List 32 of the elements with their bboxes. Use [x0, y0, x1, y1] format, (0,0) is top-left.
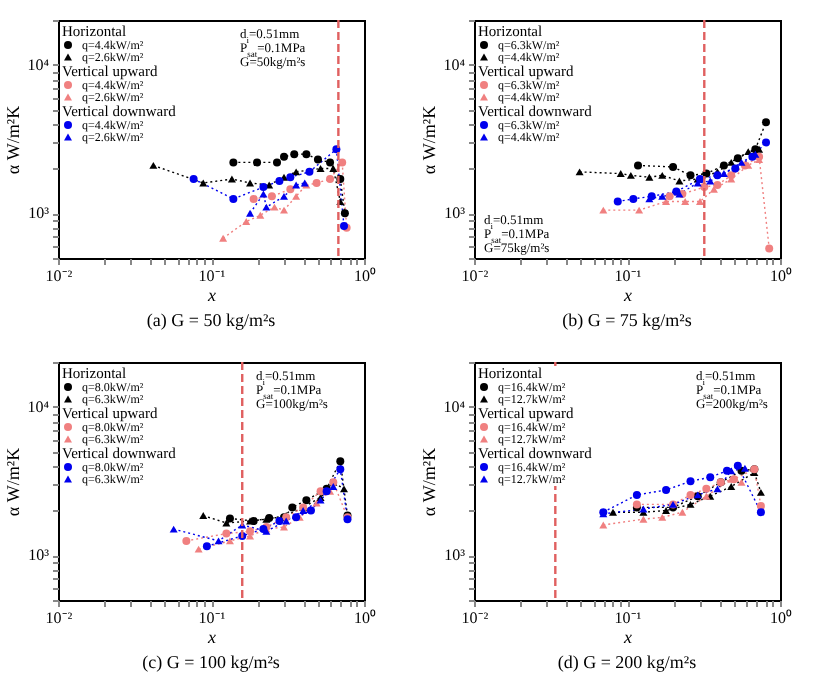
x-axis-title: x	[622, 285, 632, 305]
y-tick-label: 10⁴	[27, 397, 50, 416]
x-tick-label: 10⁻²	[461, 609, 490, 627]
x-tick-label: 10⁻¹	[198, 609, 227, 627]
x-axis-title: x	[206, 285, 216, 305]
y-tick-label: 10³	[444, 204, 467, 223]
x-tick-label: 10⁻²	[45, 609, 74, 627]
y-tick-label: 10⁴	[443, 397, 466, 416]
x-tick-label: 10⁻²	[461, 267, 490, 285]
x-tick-label: 10⁰	[354, 267, 376, 285]
x-tick-label: 10⁻¹	[614, 267, 643, 285]
y-tick-label: 10³	[28, 204, 51, 223]
y-axis-title: α W/m²K	[3, 446, 24, 517]
x-tick-label: 10⁻¹	[614, 609, 643, 627]
y-axis-title: α W/m²K	[3, 104, 24, 175]
x-tick-label: 10⁻²	[45, 267, 74, 285]
y-tick-label: 10⁴	[27, 55, 50, 74]
x-axis-title: x	[622, 627, 632, 647]
y-tick-label: 10³	[444, 546, 467, 565]
text: (a) G = 50 kg/m²s	[146, 310, 277, 330]
y-axis-title: α W/m²K	[419, 446, 440, 517]
x-axis-title: x	[206, 627, 216, 647]
y-tick-label: 10³	[28, 546, 51, 565]
x-tick-label: 10⁰	[354, 609, 376, 627]
x-tick-label: 10⁰	[770, 609, 792, 627]
x-tick-label: 10⁻¹	[198, 267, 227, 285]
y-tick-label: 10⁴	[443, 55, 466, 74]
x-tick-label: 10⁰	[770, 267, 792, 285]
text: (b) G = 75 kg/m²s	[562, 310, 693, 330]
y-axis-title: α W/m²K	[419, 104, 440, 175]
text: (d) G = 200 kg/m²s	[557, 652, 698, 672]
text: (c) G = 100 kg/m²s	[142, 652, 281, 672]
